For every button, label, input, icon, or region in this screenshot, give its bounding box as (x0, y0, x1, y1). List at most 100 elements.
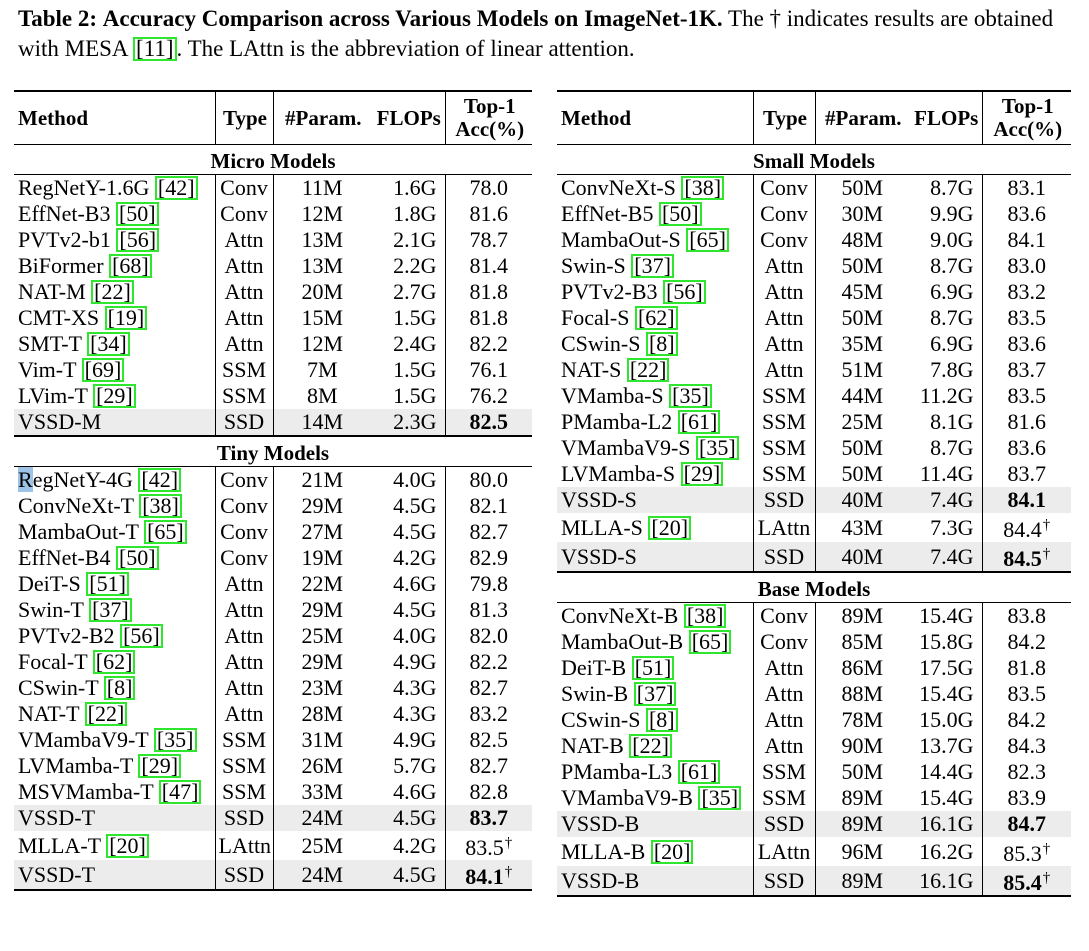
citation-link[interactable]: [68] (109, 254, 152, 278)
acc-value: 82.5 (469, 727, 509, 752)
acc-value: 83.1 (1007, 175, 1047, 200)
method-name: EffNet-B4 (18, 545, 111, 570)
params-cell: 89M (841, 785, 884, 810)
citation-link[interactable]: [62] (92, 650, 136, 674)
table-row: VSSD-S SSD 40M 7.4G 84.1 (557, 487, 1071, 513)
acc-cell: 83.6 (982, 201, 1071, 227)
citation-link[interactable]: [20] (650, 839, 694, 864)
citation-link[interactable]: [51] (631, 656, 675, 680)
method-name: VSSD-S (561, 487, 637, 512)
acc-cell: 84.5† (982, 542, 1071, 572)
citation-link[interactable]: [22] (84, 702, 128, 726)
params-cell: 25M (841, 409, 884, 434)
flops-cell: 2.1G (371, 227, 446, 253)
citation-link[interactable]: [35] (153, 728, 197, 752)
citation-link[interactable]: [50] (115, 546, 159, 570)
citation-link[interactable]: [22] (91, 280, 134, 304)
params-cell: 96M (841, 838, 884, 864)
flops-cell: 6.9G (909, 279, 983, 305)
citation-link[interactable]: [29] (138, 754, 182, 778)
citation-link[interactable]: [8] (103, 676, 136, 700)
citation-link[interactable]: [38] (681, 176, 725, 200)
method-cell: VSSD-M (14, 409, 216, 436)
citation-link[interactable]: [22] (629, 734, 672, 758)
citation-link[interactable]: [37] (631, 254, 674, 278)
group-header-row: Base Models (557, 571, 1071, 603)
citation-link[interactable]: [61] (677, 760, 721, 784)
citation-link[interactable]: [42] (154, 176, 198, 200)
citation-link[interactable]: [69] (81, 358, 125, 382)
citation-link[interactable]: [35] (696, 436, 739, 460)
header-acc: Top-1 Acc(%) (982, 91, 1071, 145)
citation-link[interactable]: [62] (634, 306, 678, 330)
method-cell: RegNetY-4G [42] (14, 466, 216, 493)
type-cell: SSM (753, 435, 816, 461)
acc-value: 82.8 (469, 779, 509, 804)
citation-link[interactable]: [20] (106, 833, 149, 858)
citation-link[interactable]: [29] (680, 462, 724, 486)
acc-value: 76.1 (469, 357, 509, 382)
acc-value: 84.2 (1007, 629, 1047, 654)
citation-link[interactable]: [65] (686, 228, 729, 252)
citation-link[interactable]: [50] (115, 202, 159, 226)
citation-link[interactable]: [56] (120, 624, 163, 648)
params-cell: 40M (815, 542, 909, 572)
citation-link[interactable]: [65] (688, 630, 732, 654)
table-row: MLLA-T [20] LAttn 25M 4.2G 83.5† (14, 831, 532, 860)
method-name: CSwin-S (561, 707, 641, 732)
method-name: RegNetY-4G (18, 467, 133, 492)
citation-link[interactable]: [65] (144, 520, 187, 544)
type-cell: LAttn (215, 831, 274, 860)
type-cell: SSD (753, 542, 816, 572)
acc-cell: 82.2 (445, 331, 532, 357)
params-cell: 85M (841, 629, 884, 654)
flops-cell: 9.0G (909, 227, 983, 253)
citation-link[interactable]: [38] (683, 604, 727, 628)
citation-link[interactable]: [20] (648, 515, 692, 540)
citation-link[interactable]: [47] (158, 780, 202, 804)
citation-link[interactable]: [38] (139, 494, 182, 518)
flops-cell: 4.5G (371, 860, 446, 890)
method-cell: PMamba-L3 [61] (557, 759, 754, 785)
citation-link[interactable]: [11] (133, 37, 177, 61)
citation-link[interactable]: [37] (633, 682, 677, 706)
citation-link[interactable]: [35] (698, 786, 742, 810)
type-cell: Conv (215, 466, 274, 493)
dagger-mark: † (1042, 841, 1051, 857)
citation-link[interactable]: [34] (87, 332, 130, 356)
citation-link[interactable]: [37] (89, 598, 132, 622)
acc-cell: 81.6 (445, 201, 532, 227)
params-cell: 24M (273, 805, 371, 831)
header-params: #Param. (825, 105, 902, 130)
table-row: VSSD-T SSD 24M 4.5G 83.7 (14, 805, 532, 831)
citation-link[interactable]: [61] (677, 410, 721, 434)
citation-link[interactable]: [42] (138, 468, 182, 492)
acc-value: 83.6 (1007, 201, 1047, 226)
citation-link[interactable]: [8] (645, 332, 678, 356)
citation-link[interactable]: [56] (663, 280, 706, 304)
flops-cell: 2.4G (371, 331, 446, 357)
table-row: ConvNeXt-T [38] Conv 29M 4.5G 82.1 (14, 493, 532, 519)
citation-link[interactable]: [51] (86, 572, 129, 596)
params-cell: 48M (841, 227, 884, 252)
method-name: PVTv2-B3 (561, 279, 658, 304)
acc-cell: 84.2 (982, 629, 1071, 655)
citation-link[interactable]: [8] (645, 708, 678, 732)
type-cell: Attn (215, 701, 274, 727)
acc-value: 84.1 (1007, 227, 1047, 252)
table-row: CMT-XS [19] Attn 15M 1.5G 81.8 (14, 305, 532, 331)
citation-link[interactable]: [29] (93, 384, 136, 408)
citation-link[interactable]: [50] (658, 202, 702, 226)
citation-link[interactable]: [56] (116, 228, 160, 252)
method-name: PMamba-L3 (561, 759, 673, 784)
acc-value: 83.7 (1007, 461, 1047, 486)
citation-link[interactable]: [35] (669, 384, 712, 408)
citation-link[interactable]: [19] (104, 306, 148, 330)
method-name: VSSD-S (561, 543, 637, 569)
table-row: LVim-T [29] SSM 8M 1.5G 76.2 (14, 383, 532, 409)
citation-link[interactable]: [22] (626, 358, 670, 382)
acc-value: 84.4 (1003, 517, 1042, 542)
method-cell: VMambaV9-B [35] (557, 785, 754, 811)
acc-cell: 83.5 (982, 681, 1071, 707)
acc-cell: 83.5† (445, 831, 532, 860)
